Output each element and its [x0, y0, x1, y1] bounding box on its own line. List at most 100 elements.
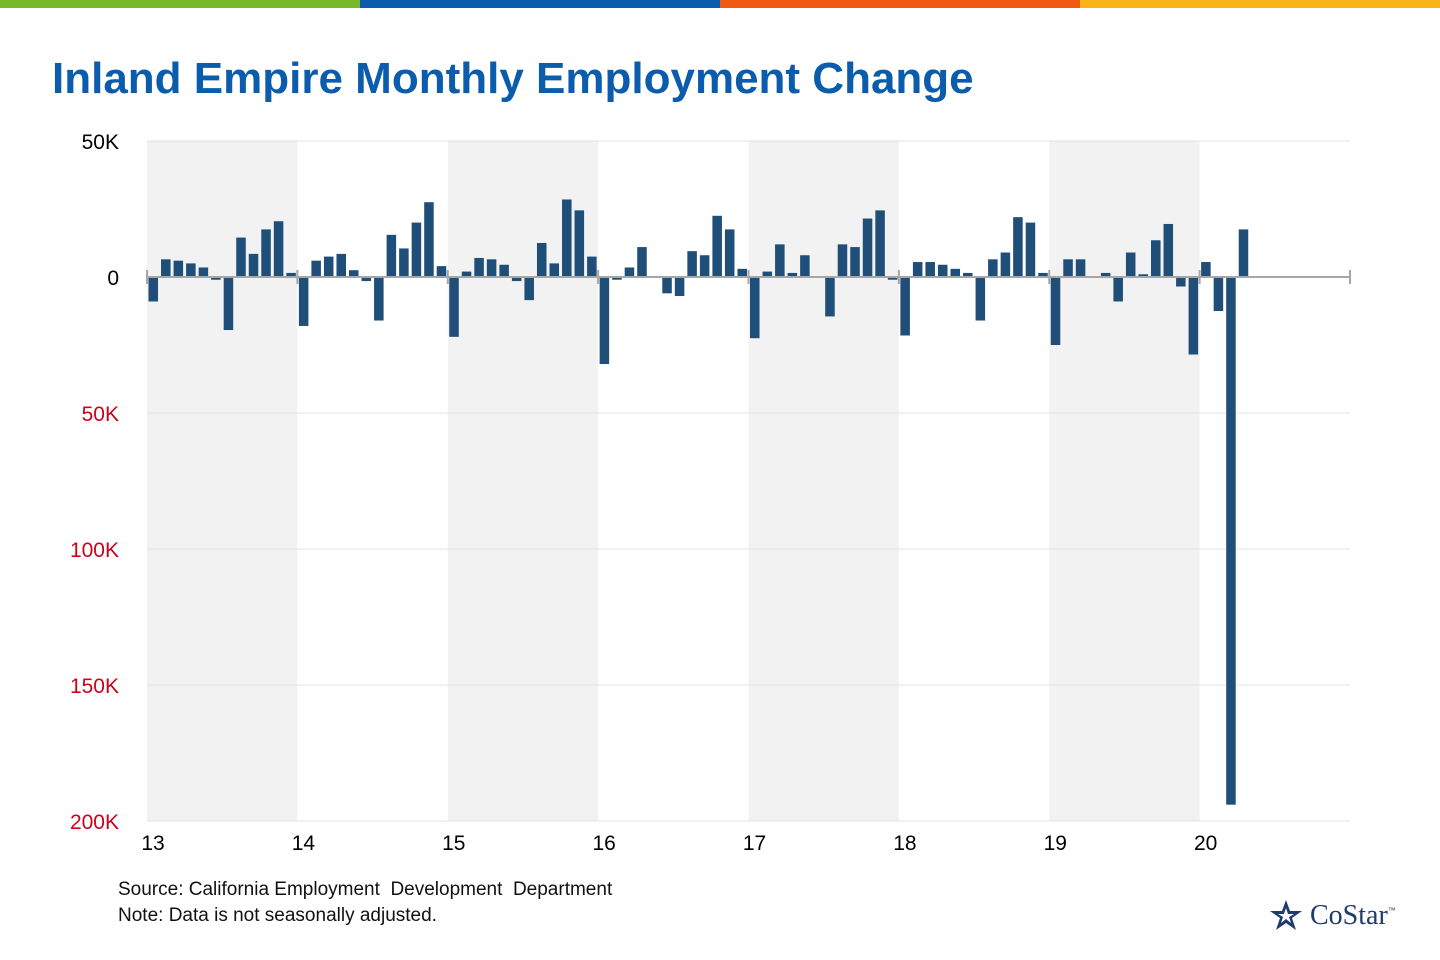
bar — [1025, 222, 1036, 277]
stripe-green — [0, 0, 360, 8]
bar — [925, 262, 935, 277]
bar — [762, 271, 773, 277]
bar — [186, 263, 196, 277]
bar — [612, 277, 622, 280]
bar — [161, 259, 171, 277]
bar — [411, 222, 422, 277]
bar — [587, 256, 597, 277]
bar — [173, 260, 184, 277]
costar-logo: CoStar ™ — [1268, 898, 1396, 934]
bar — [424, 202, 434, 277]
y-tick-label: 200K — [70, 811, 119, 834]
bar — [549, 263, 560, 277]
bar — [624, 267, 635, 277]
bar — [687, 251, 697, 277]
bar — [1125, 252, 1136, 277]
year-band — [447, 141, 599, 821]
bar — [499, 264, 509, 277]
costar-star-logo-icon — [1270, 900, 1302, 930]
x-tick-label: 14 — [292, 832, 316, 855]
bar — [750, 277, 760, 339]
bar — [524, 277, 534, 301]
bar — [361, 277, 372, 282]
bar — [374, 277, 384, 321]
bar — [599, 277, 610, 365]
bar — [323, 256, 334, 277]
bar — [1038, 272, 1048, 277]
bar — [349, 270, 359, 277]
bar — [1100, 272, 1111, 277]
year-band — [748, 141, 899, 821]
stripe-orange — [720, 0, 1080, 8]
x-tick-label: 15 — [442, 832, 465, 855]
bar — [850, 247, 860, 277]
footnotes: Source: California Employment Developmen… — [118, 877, 612, 929]
bar — [236, 237, 246, 277]
y-tick-label: 150K — [70, 675, 119, 698]
bar — [1163, 223, 1174, 277]
bar — [900, 277, 910, 336]
bar — [198, 267, 209, 277]
bar — [1113, 277, 1123, 302]
bar — [436, 266, 447, 277]
bar — [1063, 259, 1073, 277]
bar — [1138, 274, 1148, 277]
bar — [737, 268, 747, 277]
bar — [862, 218, 873, 277]
bar — [699, 255, 710, 277]
bar — [950, 268, 961, 277]
bar — [662, 277, 672, 294]
stripe-blue — [360, 0, 720, 8]
bar — [449, 277, 459, 337]
bar — [298, 277, 309, 326]
bar — [1238, 229, 1249, 277]
source-note: Source: California Employment Developmen… — [118, 879, 613, 900]
x-tick-label: 18 — [893, 832, 916, 855]
bar — [336, 253, 346, 277]
bar — [223, 277, 234, 331]
bar — [536, 243, 547, 277]
stripe-yellow — [1080, 0, 1440, 8]
bar — [887, 277, 898, 280]
y-tick-label: 100K — [70, 539, 119, 562]
bar — [912, 262, 923, 277]
x-tick-label: 16 — [592, 832, 615, 855]
bar — [975, 277, 986, 321]
bar — [1176, 277, 1186, 287]
bar — [1013, 217, 1023, 277]
bar — [1050, 277, 1061, 345]
y-tick-label: 50K — [82, 403, 119, 426]
bar — [486, 259, 497, 277]
year-band — [1049, 141, 1200, 821]
x-tick-label: 19 — [1044, 832, 1067, 855]
bar — [399, 248, 409, 277]
bar — [1151, 240, 1161, 277]
bar — [837, 244, 848, 277]
logo-text: CoStar — [1310, 900, 1388, 931]
bar — [937, 264, 948, 277]
bar — [261, 229, 271, 277]
y-tick-label: 0 — [107, 267, 119, 290]
bar — [1188, 277, 1199, 355]
bar — [474, 257, 484, 277]
bar — [825, 277, 835, 317]
bar — [775, 244, 785, 277]
bar — [712, 215, 722, 277]
bar — [273, 221, 284, 277]
bar — [386, 234, 397, 277]
bar — [311, 260, 321, 277]
bar — [248, 253, 259, 277]
bar — [1213, 277, 1224, 311]
x-tick-label: 13 — [141, 832, 164, 855]
bar — [674, 277, 685, 297]
x-tick-label: 17 — [743, 832, 766, 855]
top-color-stripe — [0, 0, 1440, 8]
year-band — [147, 141, 298, 821]
bar — [988, 259, 998, 277]
logo-trademark: ™ — [1387, 905, 1396, 915]
y-tick-label: 50K — [82, 131, 119, 154]
bar — [637, 247, 647, 277]
bar — [562, 199, 572, 277]
bar — [574, 210, 585, 277]
